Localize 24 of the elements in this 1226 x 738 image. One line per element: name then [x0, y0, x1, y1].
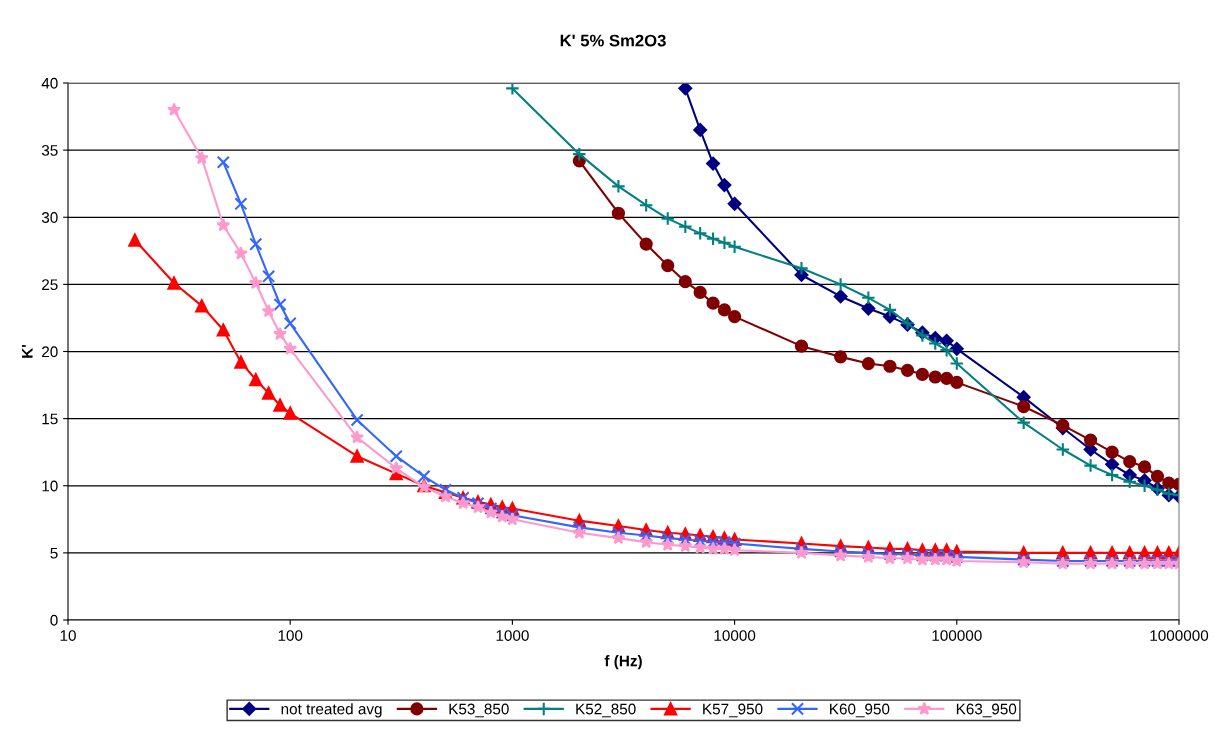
y-tick-label: 25: [42, 279, 58, 291]
y-tick-label: 15: [42, 413, 58, 425]
x-tick-label: 10: [60, 630, 76, 641]
y-tick-label: 20: [42, 346, 58, 358]
y-axis-title: K': [22, 344, 33, 358]
x-axis-title: f (Hz): [604, 655, 642, 670]
x-tick-label: 10000: [714, 630, 756, 641]
x-tick-label: 1000: [496, 630, 529, 641]
y-tick-label: 30: [41, 212, 58, 223]
legend-label: not treated avg: [281, 703, 382, 718]
legend-label: K60_950: [830, 703, 890, 718]
x-tick-label: 100: [278, 630, 303, 641]
y-tick-label: 10: [42, 480, 58, 492]
legend-label: K63_950: [956, 703, 1017, 718]
legend-label: K57_950: [703, 703, 763, 718]
x-tick-label: 100000: [932, 630, 982, 641]
y-tick-label: 0: [50, 614, 58, 626]
legend-label: K52_850: [576, 703, 636, 718]
chart-title: K' 5% Sm2O3: [560, 34, 666, 47]
y-tick-label: 5: [50, 547, 58, 559]
x-tick-label: 1000000: [1150, 630, 1209, 641]
legend-label: K53_850: [449, 703, 509, 718]
y-tick-label: 40: [41, 77, 58, 89]
y-tick-label: 35: [41, 144, 58, 156]
